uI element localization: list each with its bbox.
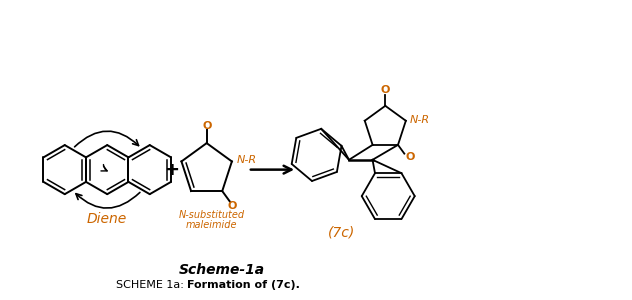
Text: (7c): (7c) (327, 226, 355, 240)
Text: N-substituted: N-substituted (178, 210, 245, 220)
Text: O: O (227, 201, 236, 211)
Text: N-R: N-R (237, 155, 257, 166)
Text: SCHEME 1a:: SCHEME 1a: (116, 280, 188, 290)
Text: maleimide: maleimide (186, 220, 238, 230)
Text: +: + (164, 160, 179, 178)
Text: Diene: Diene (87, 212, 128, 226)
Text: Scheme-1a: Scheme-1a (179, 263, 265, 277)
Text: O: O (203, 122, 212, 131)
Text: O: O (380, 85, 390, 95)
Text: N-R: N-R (410, 115, 430, 125)
Text: O: O (406, 152, 415, 162)
Text: Formation of (7c).: Formation of (7c). (188, 280, 300, 290)
